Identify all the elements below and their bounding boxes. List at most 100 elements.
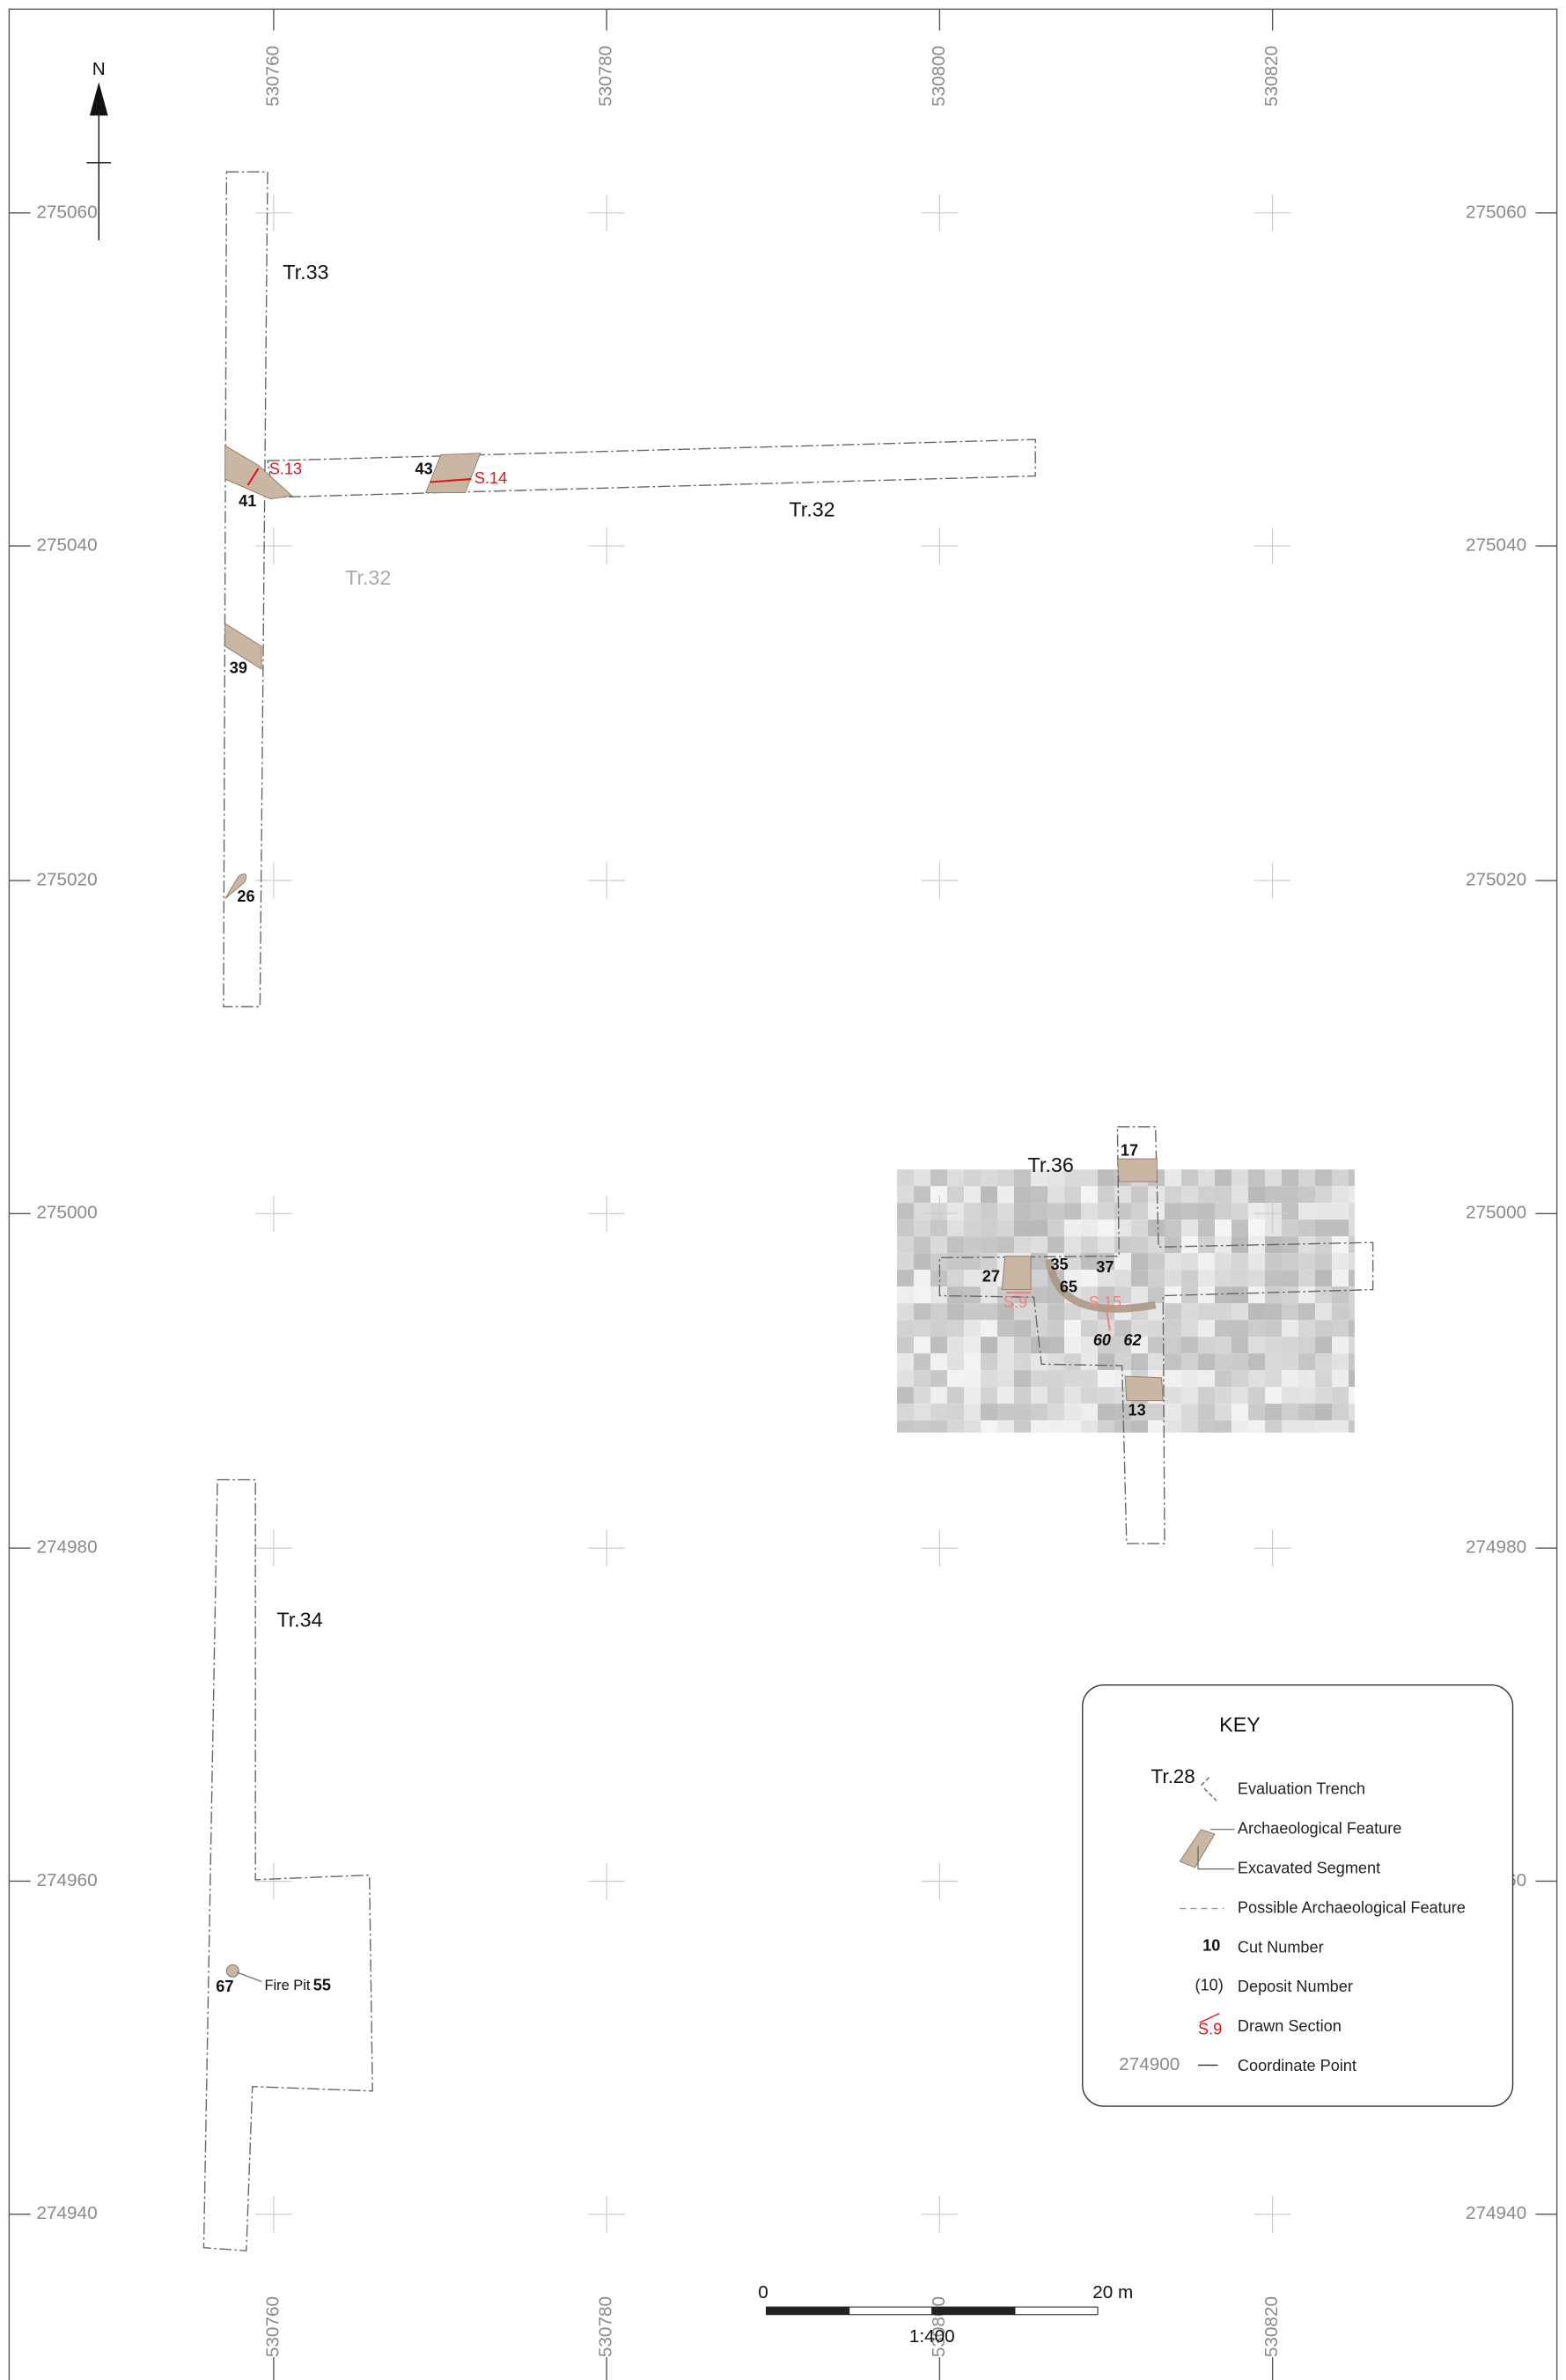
- section-label: S.14: [474, 469, 507, 487]
- raster-cell: [1098, 1236, 1114, 1253]
- raster-cell: [1031, 1253, 1048, 1270]
- raster-cell: [981, 1203, 997, 1219]
- raster-cell: [1332, 1253, 1349, 1270]
- raster-cell: [1198, 1337, 1215, 1353]
- raster-cell: [1231, 1270, 1248, 1286]
- raster-cell: [1282, 1186, 1298, 1203]
- raster-cell: [1131, 1253, 1148, 1270]
- raster-cell: [1131, 1353, 1148, 1370]
- raster-cell: [1349, 1253, 1355, 1270]
- raster-cell: [1349, 1169, 1355, 1186]
- raster-cell: [1265, 1387, 1282, 1404]
- raster-cell: [1081, 1219, 1098, 1236]
- raster-cell: [1081, 1186, 1098, 1203]
- raster-cell: [1215, 1387, 1231, 1404]
- raster-cell: [1014, 1387, 1031, 1404]
- raster-cell: [1248, 1404, 1265, 1420]
- cut-number: 60: [1093, 1331, 1111, 1349]
- raster-cell: [1265, 1219, 1282, 1236]
- raster-cell: [1332, 1420, 1349, 1433]
- raster-cell: [1282, 1370, 1298, 1387]
- raster-cell: [947, 1286, 964, 1303]
- fire-pit-label: Fire Pit: [265, 1978, 311, 1993]
- raster-cell: [1048, 1420, 1064, 1433]
- raster-cell: [1282, 1337, 1298, 1353]
- raster-cell: [1014, 1404, 1031, 1420]
- raster-cell: [1198, 1203, 1215, 1219]
- raster-cell: [1248, 1387, 1265, 1404]
- raster-cell: [1148, 1404, 1165, 1420]
- raster-cell: [1215, 1303, 1231, 1320]
- scale-segment: [849, 2307, 932, 2315]
- raster-cell: [1231, 1353, 1248, 1370]
- key-section-sample: S.9: [1198, 2021, 1222, 2038]
- raster-cell: [1181, 1219, 1198, 1236]
- raster-cell: [997, 1353, 1014, 1370]
- raster-cell: [1215, 1286, 1231, 1303]
- raster-cell: [1349, 1236, 1355, 1253]
- raster-cell: [1248, 1370, 1265, 1387]
- raster-cell: [1114, 1353, 1131, 1370]
- raster-cell: [1014, 1320, 1031, 1337]
- raster-cell: [1349, 1303, 1355, 1320]
- raster-cell: [1332, 1236, 1349, 1253]
- raster-cell: [1014, 1203, 1031, 1219]
- raster-cell: [914, 1236, 930, 1253]
- raster-cell: [1031, 1404, 1048, 1420]
- raster-cell: [1081, 1420, 1098, 1433]
- cut-number: 26: [237, 888, 254, 905]
- raster-cell: [1298, 1236, 1315, 1253]
- raster-cell: [1298, 1169, 1315, 1186]
- raster-cell: [930, 1203, 947, 1219]
- raster-cell: [1048, 1370, 1064, 1387]
- raster-cell: [1081, 1270, 1098, 1286]
- raster-cell: [997, 1420, 1014, 1433]
- raster-cell: [1198, 1236, 1215, 1253]
- raster-cell: [964, 1286, 981, 1303]
- raster-cell: [1315, 1203, 1332, 1219]
- archaeological-feature: [1125, 1376, 1163, 1401]
- raster-cell: [1332, 1169, 1349, 1186]
- raster-cell: [1165, 1303, 1181, 1320]
- raster-cell: [997, 1337, 1014, 1353]
- raster-cell: [1048, 1404, 1064, 1420]
- raster-cell: [1131, 1420, 1148, 1433]
- raster-cell: [1231, 1253, 1248, 1270]
- raster-cell: [1165, 1370, 1181, 1387]
- raster-cell: [1265, 1320, 1282, 1337]
- raster-cell: [1181, 1303, 1198, 1320]
- raster-cell: [1114, 1270, 1131, 1286]
- raster-cell: [1215, 1219, 1231, 1236]
- raster-cell: [1349, 1203, 1355, 1219]
- raster-cell: [1265, 1420, 1282, 1433]
- raster-cell: [1064, 1186, 1081, 1203]
- raster-cell: [1114, 1203, 1131, 1219]
- raster-cell: [1198, 1387, 1215, 1404]
- raster-cell: [1098, 1370, 1114, 1387]
- raster-cell: [1148, 1286, 1165, 1303]
- raster-cell: [1148, 1219, 1165, 1236]
- raster-cell: [1315, 1219, 1332, 1236]
- raster-cell: [930, 1219, 947, 1236]
- raster-cell: [1031, 1270, 1048, 1286]
- raster-cell: [897, 1303, 914, 1320]
- raster-cell: [1298, 1286, 1315, 1303]
- raster-cell: [897, 1219, 914, 1236]
- raster-cell: [1181, 1186, 1198, 1203]
- raster-cell: [1098, 1404, 1114, 1420]
- raster-cell: [1248, 1270, 1265, 1286]
- raster-cell: [914, 1370, 930, 1387]
- raster-cell: [1031, 1219, 1048, 1236]
- raster-cell: [897, 1404, 914, 1420]
- raster-cell: [1131, 1286, 1148, 1303]
- raster-cell: [1282, 1353, 1298, 1370]
- raster-cell: [897, 1353, 914, 1370]
- raster-cell: [1165, 1203, 1181, 1219]
- raster-cell: [1298, 1303, 1315, 1320]
- raster-cell: [981, 1286, 997, 1303]
- scale-segment: [932, 2307, 1015, 2315]
- raster-cell: [1215, 1203, 1231, 1219]
- raster-cell: [1098, 1420, 1114, 1433]
- scale-ratio: 1:400: [909, 2326, 955, 2347]
- raster-cell: [1081, 1253, 1098, 1270]
